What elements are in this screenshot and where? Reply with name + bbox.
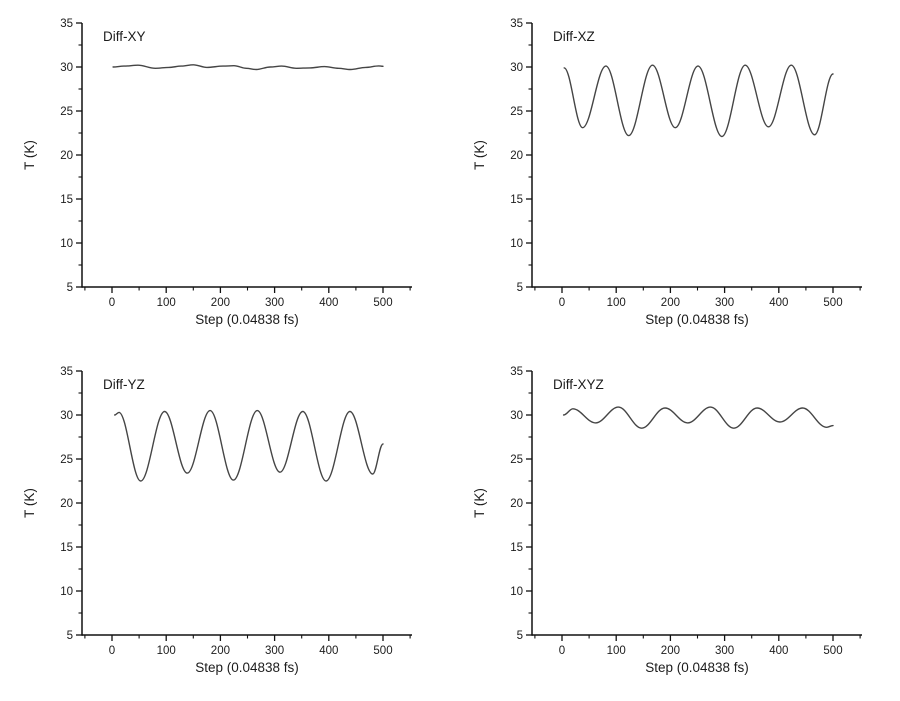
panel-title: Diff-YZ xyxy=(103,377,145,392)
chart-svg: 0 100 200 300 400 500 5 10 15 20 25 30 35 Diff-XZ Step… xyxy=(472,18,862,327)
x-tick-label: 100 xyxy=(157,645,176,657)
x-tick-label: 400 xyxy=(769,297,788,309)
y-tick-label: 25 xyxy=(510,106,523,118)
x-tick-label: 300 xyxy=(265,297,284,309)
y-tick-label: 15 xyxy=(510,542,523,554)
y-tick-label: 15 xyxy=(510,194,523,206)
x-tick-label: 0 xyxy=(109,297,115,309)
y-tick-label: 35 xyxy=(60,366,73,378)
y-tick-label: 30 xyxy=(510,62,523,74)
x-tick-label: 500 xyxy=(823,297,842,309)
x-tick-label: 200 xyxy=(211,645,230,657)
panel-title: Diff-XZ xyxy=(553,29,595,44)
y-tick-label: 25 xyxy=(60,454,73,466)
x-tick-label: 400 xyxy=(769,645,788,657)
x-tick-label: 400 xyxy=(319,645,338,657)
x-tick-label: 100 xyxy=(607,645,626,657)
x-tick-label: 300 xyxy=(715,297,734,309)
x-tick-label: 200 xyxy=(661,645,680,657)
y-tick-label: 25 xyxy=(60,106,73,118)
chart-svg: 0 100 200 300 400 500 5 10 15 20 25 30 35 Diff-XY Step… xyxy=(22,18,412,327)
y-axis-label: T (K) xyxy=(22,140,37,170)
chart-svg: 0 100 200 300 400 500 5 10 15 20 25 30 35 Diff-YZ Step… xyxy=(22,366,412,675)
chart-panel-diff-yz: 0 100 200 300 400 500 5 10 15 20 25 30 35 Diff-YZ Step… xyxy=(0,348,450,696)
y-tick-label: 30 xyxy=(510,410,523,422)
y-tick-label: 20 xyxy=(60,150,73,162)
x-tick-label: 200 xyxy=(211,297,230,309)
x-tick-label: 0 xyxy=(559,645,565,657)
chart-panel-diff-xyz: 0 100 200 300 400 500 5 10 15 20 25 30 35 Diff-XYZ Ste… xyxy=(450,348,900,696)
x-tick-label: 500 xyxy=(373,297,392,309)
y-tick-label: 35 xyxy=(510,366,523,378)
y-tick-label: 5 xyxy=(517,282,523,294)
x-tick-label: 100 xyxy=(607,297,626,309)
x-axis-label: Step (0.04838 fs) xyxy=(645,312,749,327)
y-tick-label: 15 xyxy=(60,542,73,554)
y-tick-label: 20 xyxy=(510,498,523,510)
panel-title: Diff-XY xyxy=(103,29,146,44)
series-line-temperature xyxy=(562,406,834,429)
chart-svg: 0 100 200 300 400 500 5 10 15 20 25 30 35 Diff-XYZ Ste… xyxy=(472,366,862,675)
y-axis-label: T (K) xyxy=(22,488,37,518)
x-axis-label: Step (0.04838 fs) xyxy=(195,312,299,327)
panel-title: Diff-XYZ xyxy=(553,377,604,392)
y-tick-label: 5 xyxy=(67,630,73,642)
series-line-temperature xyxy=(114,409,384,482)
chart-panel-diff-xz: 0 100 200 300 400 500 5 10 15 20 25 30 35 Diff-XZ Step… xyxy=(450,0,900,348)
series-line-temperature xyxy=(112,64,384,71)
y-tick-label: 15 xyxy=(60,194,73,206)
series-line-temperature xyxy=(563,64,834,138)
y-tick-label: 10 xyxy=(60,586,73,598)
y-tick-label: 30 xyxy=(60,62,73,74)
y-tick-label: 5 xyxy=(67,282,73,294)
y-tick-label: 25 xyxy=(510,454,523,466)
y-tick-label: 30 xyxy=(60,410,73,422)
y-axis-label: T (K) xyxy=(472,140,487,170)
x-tick-label: 500 xyxy=(823,645,842,657)
y-tick-label: 20 xyxy=(510,150,523,162)
x-tick-label: 200 xyxy=(661,297,680,309)
y-tick-label: 35 xyxy=(510,18,523,30)
y-tick-label: 10 xyxy=(510,586,523,598)
x-tick-label: 300 xyxy=(265,645,284,657)
y-tick-label: 10 xyxy=(60,238,73,250)
x-tick-label: 100 xyxy=(157,297,176,309)
x-tick-label: 0 xyxy=(109,645,115,657)
y-tick-label: 35 xyxy=(60,18,73,30)
y-tick-label: 5 xyxy=(517,630,523,642)
y-tick-label: 10 xyxy=(510,238,523,250)
x-tick-label: 400 xyxy=(319,297,338,309)
x-tick-label: 500 xyxy=(373,645,392,657)
y-tick-label: 20 xyxy=(60,498,73,510)
y-axis-label: T (K) xyxy=(472,488,487,518)
chart-panel-diff-xy: 0 100 200 300 400 500 5 10 15 20 25 30 35 Diff-XY Step… xyxy=(0,0,450,348)
x-tick-label: 0 xyxy=(559,297,565,309)
x-axis-label: Step (0.04838 fs) xyxy=(645,660,749,675)
x-axis-label: Step (0.04838 fs) xyxy=(195,660,299,675)
x-tick-label: 300 xyxy=(715,645,734,657)
